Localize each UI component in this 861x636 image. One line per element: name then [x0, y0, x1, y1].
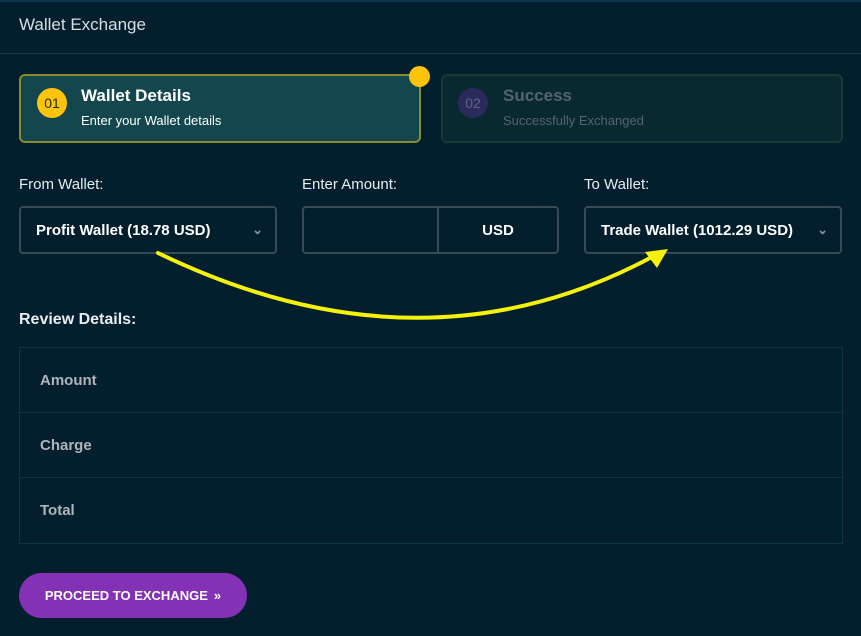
to-wallet-label: To Wallet: [584, 176, 650, 193]
review-row-total: Total [40, 502, 75, 519]
chevron-down-icon: ⌄ [817, 222, 828, 237]
from-wallet-value: Profit Wallet (18.78 USD) [36, 221, 211, 239]
to-wallet-select[interactable]: Trade Wallet (1012.29 USD) ⌄ [584, 206, 842, 254]
to-wallet-value: Trade Wallet (1012.29 USD) [601, 221, 794, 239]
top-border [0, 0, 861, 2]
amount-input[interactable] [302, 206, 439, 254]
proceed-to-exchange-button[interactable]: PROCEED TO EXCHANGE » [19, 573, 247, 618]
currency-addon: USD [437, 206, 559, 254]
review-title: Review Details: [19, 311, 137, 328]
review-row-amount: Amount [20, 348, 842, 413]
step-title: Success [503, 86, 572, 105]
step-subtitle: Successfully Exchanged [503, 113, 644, 128]
amount-label: Enter Amount: [302, 176, 398, 193]
from-wallet-select[interactable]: Profit Wallet (18.78 USD) ⌄ [19, 206, 277, 254]
header: Wallet Exchange [0, 0, 861, 54]
double-chevron-right-icon: » [213, 588, 222, 603]
step-number: 02 [458, 88, 488, 118]
step-number: 01 [37, 88, 67, 118]
active-step-indicator [409, 66, 430, 87]
step-wallet-details[interactable]: 01 Wallet Details Enter your Wallet deta… [19, 74, 421, 143]
review-table: Amount Charge Total [19, 347, 843, 544]
step-success[interactable]: 02 Success Successfully Exchanged [441, 74, 843, 143]
page-title: Wallet Exchange [19, 15, 146, 34]
chevron-down-icon: ⌄ [252, 222, 263, 237]
from-wallet-label: From Wallet: [19, 176, 104, 193]
step-title: Wallet Details [81, 86, 191, 105]
step-subtitle: Enter your Wallet details [81, 113, 222, 128]
button-label: PROCEED TO EXCHANGE [44, 588, 208, 603]
review-row-charge: Charge [20, 413, 842, 478]
